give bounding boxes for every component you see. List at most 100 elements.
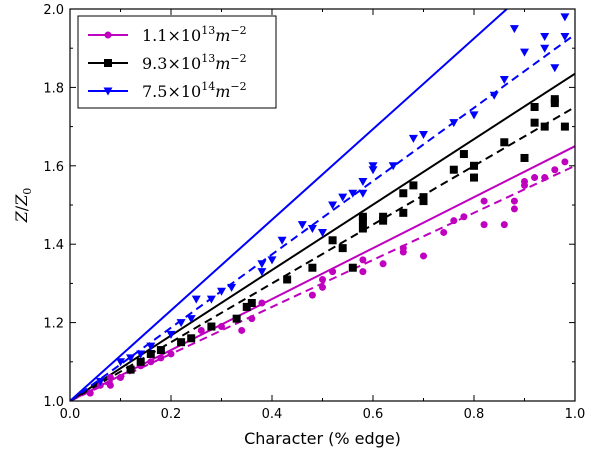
series-3-point [540,44,550,53]
legend-series-2-unit: m [215,54,230,73]
series-1-point [500,221,508,229]
series-1-point [561,158,569,166]
series-2-point [283,275,292,284]
series-3-point [217,287,226,296]
series-3-point [368,162,378,171]
series-3-point [358,177,368,186]
series-2-point [550,95,559,104]
series-3-point [257,260,267,269]
x-tick-label: 0.8 [464,407,485,422]
series-2-point [520,153,529,162]
legend-series-1-label: 1.1×1013m−2 [142,24,247,45]
series-1-point [359,268,367,276]
series-3-point [297,221,307,230]
series-2-point [156,346,165,355]
series-3-point [338,193,348,202]
legend-series-2-base: 9.3×10 [142,54,201,73]
series-3-point [146,342,156,351]
series-2-point [207,322,216,331]
series-3-point [126,354,136,363]
series-3-point [509,25,519,34]
series-1-point [531,174,539,182]
data-markers [86,13,570,397]
y-tick-label: 1.4 [43,238,64,253]
series-3-point [136,350,146,359]
legend-series-3-unit: m [215,82,230,101]
series-3-solid-fit [70,9,508,401]
series-1-point [319,283,326,291]
series-2-point [187,334,196,343]
series-2-point [146,349,155,358]
x-tick-label: 0.0 [60,407,81,422]
series-2-point [399,208,408,217]
series-2-point [470,161,478,170]
series-1-point [147,358,155,366]
y-axis-label-slash: / [12,205,31,211]
series-2-point [399,189,408,198]
series-2-point [177,338,186,347]
series-2-point [232,314,241,323]
legend-series-1-base: 1.1×10 [142,26,201,45]
y-tick-label: 1.8 [43,81,64,96]
series-1-point [258,299,266,307]
series-1-point [510,197,518,205]
series-2-point [247,299,256,307]
series-1-point [167,350,175,358]
legend: 1.1×1013m−29.3×1013m−27.5×1014m−2 [77,15,277,109]
series-3-point [206,295,216,304]
y-tick-label: 1.2 [43,317,64,332]
series-1-point [359,256,367,264]
series-2-point [560,122,569,131]
series-1-point [510,205,518,213]
series-3-point [388,162,398,171]
series-2-point [419,193,428,202]
series-3-point [191,295,201,304]
series-2-point [500,138,509,147]
series-3-point [408,134,418,143]
y-axis-label-sub: 0 [21,188,34,195]
series-2-point [338,244,347,253]
legend-series-1-marker [104,31,112,39]
x-tick-label: 0.2 [161,407,182,422]
series-3-point [550,64,560,73]
series-3-point [348,189,358,198]
series-3-point [328,201,338,210]
series-3-point [176,319,186,328]
series-3-point [489,91,499,100]
x-tick-label: 0.4 [262,407,283,422]
series-1-point [117,373,124,381]
series-1-point [399,244,407,252]
series-3-point [95,377,105,386]
legend-series-2-exp: 13 [201,52,215,65]
series-2-point [379,212,388,221]
series-3-point [257,268,267,277]
x-tick-label: 0.6 [363,407,384,422]
series-2-point [136,357,145,366]
series-1-point [440,228,448,236]
legend-series-1-unit-exp: −2 [230,24,246,37]
series-2-point [470,173,478,182]
legend-series-3-unit-exp: −2 [230,80,246,93]
series-1-point [86,389,94,397]
series-2-point [409,181,418,190]
series-3-point [449,119,459,128]
legend-series-2-marker [104,59,112,67]
series-1-point [450,217,458,225]
series-2-point [126,365,135,374]
series-2-point [328,236,337,245]
series-3-point [166,330,176,339]
series-3-point [277,236,287,245]
series-1-point [308,291,316,299]
series-1-point [238,326,246,334]
legend-series-3-label: 7.5×1014m−2 [142,80,247,101]
series-3-point [116,358,125,367]
series-1-point [248,315,256,323]
series-1-point [541,174,549,182]
legend-series-3-marker [103,87,113,96]
series-2-point [530,118,539,127]
series-3-point [307,225,317,234]
legend-series-3-base: 7.5×10 [142,82,201,101]
legend-series-1-exp: 13 [201,24,215,37]
series-3-point [227,283,237,292]
